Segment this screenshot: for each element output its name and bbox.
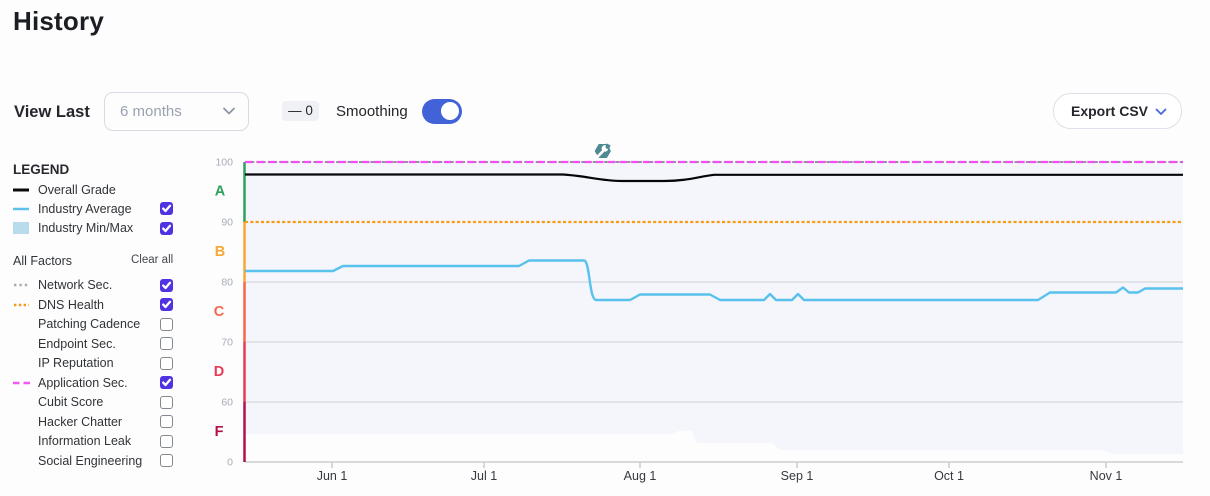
- svg-text:90: 90: [221, 217, 233, 229]
- svg-text:Jul 1: Jul 1: [471, 469, 497, 483]
- svg-text:70: 70: [221, 337, 233, 349]
- svg-text:C: C: [214, 304, 225, 320]
- svg-text:Nov 1: Nov 1: [1090, 469, 1123, 483]
- svg-text:60: 60: [221, 397, 233, 409]
- svg-text:Oct 1: Oct 1: [934, 469, 964, 483]
- svg-text:A: A: [215, 184, 226, 200]
- svg-text:D: D: [214, 364, 224, 380]
- svg-text:80: 80: [221, 277, 233, 289]
- svg-text:Sep 1: Sep 1: [781, 469, 814, 483]
- svg-text:Jun 1: Jun 1: [317, 469, 348, 483]
- svg-text:B: B: [215, 244, 225, 260]
- svg-text:0: 0: [227, 457, 233, 469]
- svg-text:Aug 1: Aug 1: [624, 469, 657, 483]
- svg-text:F: F: [215, 424, 224, 440]
- svg-text:100: 100: [215, 157, 233, 169]
